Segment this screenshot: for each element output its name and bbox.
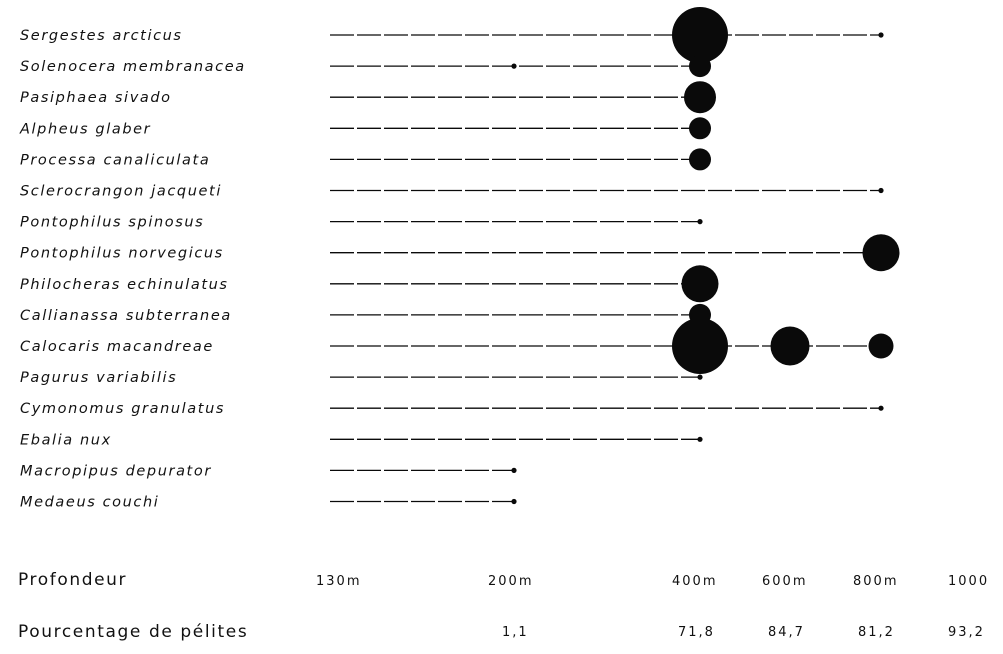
abundance-dot <box>681 265 719 303</box>
abundance-dot <box>672 7 728 63</box>
abundance-dot <box>878 32 884 38</box>
abundance-dot <box>689 148 711 171</box>
pelite-tick: 81,2 <box>858 625 895 640</box>
species-label: Sclerocrangon jacqueti <box>20 184 222 200</box>
species-label: Ebalia nux <box>20 432 112 448</box>
abundance-dot <box>511 63 517 69</box>
species-label: Pontophilus spinosus <box>20 215 204 231</box>
pelite-tick: 93,2 <box>948 625 985 640</box>
abundance-dot <box>770 326 810 366</box>
species-label: Medaeus couchi <box>20 495 159 511</box>
abundance-dot <box>689 117 711 140</box>
abundance-dot <box>878 405 884 411</box>
depth-row-label: Profondeur <box>18 570 128 590</box>
depth-tick: 400m <box>672 574 718 589</box>
abundance-dot <box>511 467 517 473</box>
species-label: Philocheras echinulatus <box>20 277 229 293</box>
species-label: Alpheus glaber <box>19 121 151 137</box>
abundance-dot <box>511 498 517 505</box>
species-label: Pagurus variabilis <box>20 370 177 386</box>
depth-tick: 800m <box>853 574 899 589</box>
pelite-tick: 71,8 <box>678 625 715 640</box>
species-label: Callianassa subterranea <box>20 308 232 324</box>
species-label: Calocaris macandreae <box>20 339 214 355</box>
species-label: Pasiphaea sivado <box>20 90 172 106</box>
depth-tick: 1000 <box>948 574 990 589</box>
species-label: Pontophilus norvegicus <box>20 246 224 262</box>
species-label: Processa canaliculata <box>20 152 210 168</box>
abundance-dot <box>862 234 900 272</box>
abundance-dot <box>878 187 884 194</box>
abundance-dot <box>689 55 711 78</box>
pelite-row-label: Pourcentage de pélites <box>18 622 249 642</box>
pelite-tick: 1,1 <box>502 625 529 640</box>
abundance-dot <box>868 333 894 359</box>
species-rows: Sergestes arcticus Solenocera membranacea… <box>19 7 900 511</box>
depth-tick: 130m <box>316 574 362 589</box>
abundance-dot <box>684 81 716 114</box>
species-label: Macropipus depurator <box>20 463 212 479</box>
abundance-dot <box>672 318 728 374</box>
species-label: Sergestes arcticus <box>20 28 183 44</box>
abundance-dot <box>697 436 703 442</box>
abundance-dot <box>697 219 703 225</box>
species-label: Cymonomus granulatus <box>20 401 225 417</box>
depth-tick: 600m <box>762 574 808 589</box>
species-label: Solenocera membranacea <box>20 59 246 75</box>
pelite-tick: 84,7 <box>768 625 805 640</box>
abundance-dot <box>697 374 703 380</box>
depth-tick: 200m <box>488 574 534 589</box>
